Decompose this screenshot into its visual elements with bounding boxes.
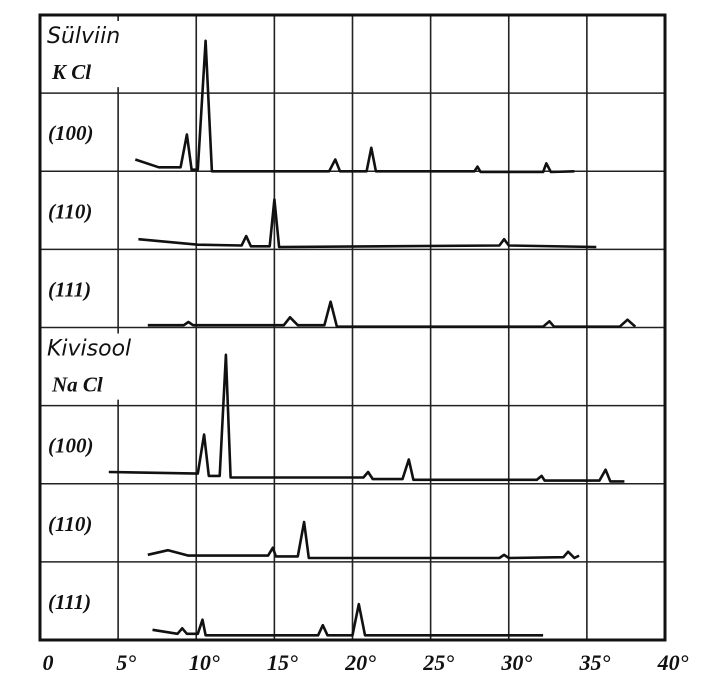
label-backdrop xyxy=(44,21,156,88)
x-tick-label: 20° xyxy=(344,650,376,675)
x-tick-label: 5° xyxy=(116,650,136,675)
plot-frame xyxy=(38,13,667,642)
x-tick-label: 40° xyxy=(657,650,689,675)
group-name: Kivisool xyxy=(47,337,131,362)
x-tick-label: 30° xyxy=(500,650,532,675)
x-tick-label: 0 xyxy=(43,650,54,675)
series-label: (100) xyxy=(48,434,94,458)
group-name: Sülviin xyxy=(47,24,120,49)
series-label: (111) xyxy=(48,590,91,614)
trace-line xyxy=(152,602,544,637)
trace-line xyxy=(147,300,637,328)
x-tick-label: 25° xyxy=(422,650,454,675)
trace-line xyxy=(134,39,575,174)
trace-line xyxy=(108,353,625,483)
trace-line xyxy=(138,198,597,249)
group-formula: K Cl xyxy=(51,60,91,84)
x-tick-label: 35° xyxy=(578,650,610,675)
series-label: (100) xyxy=(48,121,94,145)
series-label: (110) xyxy=(48,512,92,536)
x-tick-label: 10° xyxy=(189,650,220,675)
series-label: (111) xyxy=(48,277,91,301)
label-backdrop xyxy=(44,333,156,400)
series-label: (110) xyxy=(48,199,92,223)
x-tick-label: 15° xyxy=(267,650,298,675)
trace-line xyxy=(147,520,580,560)
group-formula: Na Cl xyxy=(51,373,103,397)
